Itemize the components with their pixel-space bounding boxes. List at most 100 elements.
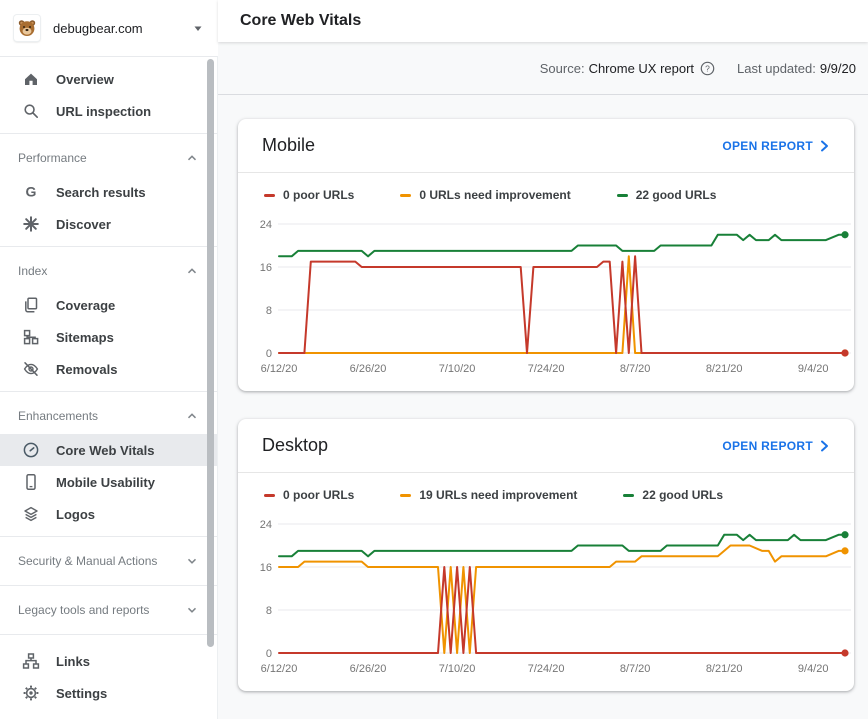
card-title: Mobile: [262, 135, 316, 155]
sidebar-item-label: Removals: [56, 361, 118, 377]
svg-text:0: 0: [266, 348, 272, 360]
top-bar: Core Web Vitals: [218, 0, 868, 42]
chevron-down-icon: [187, 558, 197, 564]
legend-label: 22 good URLs: [642, 488, 724, 502]
sidebar-item-core-web-vitals[interactable]: Core Web Vitals: [0, 434, 217, 466]
sidebar-item-logos[interactable]: Logos: [0, 498, 217, 530]
sidebar-item-removals[interactable]: Removals: [0, 353, 217, 385]
legend-label: 22 good URLs: [635, 188, 717, 202]
main-content: Core Web Vitals Source: Chrome UX report…: [218, 0, 868, 719]
bear-icon: [18, 20, 36, 36]
nav-group-security: Security & Manual Actions: [0, 537, 217, 586]
nav-group-top: Overview URL inspection: [0, 57, 217, 134]
section-security-manual-actions[interactable]: Security & Manual Actions: [0, 543, 217, 579]
nav-group-performance: Performance G Search results Discover: [0, 134, 217, 247]
sidebar-item-label: Mobile Usability: [56, 474, 155, 490]
svg-text:8/7/20: 8/7/20: [620, 363, 651, 375]
search-icon: [22, 102, 40, 120]
sidebar-item-label: Logos: [56, 506, 95, 522]
nav-group-index: Index Coverage Sitemaps: [0, 247, 217, 392]
section-legacy-tools[interactable]: Legacy tools and reports: [0, 592, 217, 628]
mobile-card-header: Mobile OPEN REPORT: [238, 119, 854, 173]
chevron-up-icon: [187, 268, 197, 274]
sidebar-item-overview[interactable]: Overview: [0, 63, 217, 95]
legend-label: 19 URLs need improvement: [419, 488, 578, 502]
svg-text:0: 0: [266, 648, 272, 660]
section-title: Index: [18, 264, 48, 278]
legend-label: 0 poor URLs: [283, 188, 355, 202]
sidebar-item-label: Discover: [56, 216, 111, 232]
help-icon[interactable]: ?: [700, 61, 715, 76]
property-name: debugbear.com: [53, 20, 143, 36]
mobile-card: Mobile OPEN REPORT 0 poor URLs 0 URLs ne…: [238, 119, 854, 391]
legend-dash-poor: [264, 493, 275, 497]
eye-off-icon: [22, 360, 40, 378]
open-report-button[interactable]: OPEN REPORT: [722, 139, 830, 153]
section-title: Performance: [18, 151, 87, 165]
svg-text:8/21/20: 8/21/20: [706, 363, 743, 375]
mobile-chart[interactable]: 0 8 16 24 6/12/20 6/26/20 7/10/20 7/24/20 8/7/20…: [238, 204, 854, 391]
legend-dash-improve: [400, 493, 412, 497]
phone-icon: [22, 473, 40, 491]
sidebar-item-links[interactable]: Links: [0, 645, 217, 677]
cards-area: Mobile OPEN REPORT 0 poor URLs 0 URLs ne…: [218, 95, 868, 719]
sidebar-item-coverage[interactable]: Coverage: [0, 289, 217, 321]
section-index[interactable]: Index: [0, 253, 217, 289]
svg-text:7/24/20: 7/24/20: [528, 663, 565, 675]
nav-group-enhancements: Enhancements Core Web Vitals Mobile Usab…: [0, 392, 217, 537]
svg-text:16: 16: [260, 562, 272, 574]
svg-text:24: 24: [260, 219, 272, 231]
section-enhancements[interactable]: Enhancements: [0, 398, 217, 434]
sidebar-scrollbar[interactable]: [207, 59, 214, 647]
layers-icon: [22, 505, 40, 523]
svg-text:7/10/20: 7/10/20: [439, 363, 476, 375]
spark-icon: [22, 215, 40, 233]
sidebar-item-search-results[interactable]: G Search results: [0, 176, 217, 208]
pages-icon: [22, 296, 40, 314]
updated-value: 9/9/20: [819, 60, 856, 76]
section-performance[interactable]: Performance: [0, 140, 217, 176]
chevron-up-icon: [187, 155, 197, 161]
open-report-label: OPEN REPORT: [722, 438, 813, 453]
desktop-card: Desktop OPEN REPORT 0 poor URLs 19 URLs …: [238, 419, 854, 691]
sidebar-item-label: Core Web Vitals: [56, 442, 155, 458]
page-title: Core Web Vitals: [240, 12, 362, 29]
desktop-card-header: Desktop OPEN REPORT: [238, 419, 854, 473]
updated-label: Last updated:: [737, 60, 816, 76]
card-title: Desktop: [262, 435, 329, 455]
property-logo: [14, 15, 40, 41]
property-selector[interactable]: debugbear.com: [0, 0, 218, 56]
svg-text:?: ?: [705, 63, 710, 73]
svg-text:8/7/20: 8/7/20: [620, 663, 651, 675]
desktop-chart[interactable]: 0 8 16 24 6/12/20 6/26/20 7/10/20 7/24/20 8/7/20…: [238, 504, 854, 691]
legend-dash-good: [623, 493, 635, 497]
legend-item-improve: 0 URLs need improvement: [400, 188, 571, 202]
nav-group-bottom: Links Settings Submit feedback: [0, 635, 217, 719]
section-title: Enhancements: [18, 409, 99, 423]
svg-text:16: 16: [260, 262, 272, 274]
svg-text:6/12/20: 6/12/20: [261, 363, 298, 375]
google-g-icon: G: [22, 183, 40, 201]
svg-text:24: 24: [260, 519, 272, 531]
sidebar-item-label: Sitemaps: [56, 329, 114, 345]
sidebar-item-discover[interactable]: Discover: [0, 208, 217, 240]
sidebar-item-sitemaps[interactable]: Sitemaps: [0, 321, 217, 353]
sidebar-nav: Overview URL inspection Performance G: [0, 56, 218, 719]
open-report-label: OPEN REPORT: [722, 138, 813, 153]
sidebar-item-url-inspection[interactable]: URL inspection: [0, 95, 217, 127]
desktop-legend: 0 poor URLs 19 URLs need improvement 22 …: [238, 473, 854, 504]
legend-item-improve: 19 URLs need improvement: [400, 488, 577, 502]
sidebar-item-label: Overview: [56, 71, 114, 87]
sidebar-item-settings[interactable]: Settings: [0, 677, 217, 709]
svg-text:9/4/20: 9/4/20: [798, 363, 829, 375]
tree-icon: [22, 328, 40, 346]
source-value: Chrome UX report: [588, 60, 695, 76]
org-chart-icon: [22, 652, 40, 670]
sidebar-item-mobile-usability[interactable]: Mobile Usability: [0, 466, 217, 498]
svg-text:8: 8: [266, 605, 272, 617]
open-report-button[interactable]: OPEN REPORT: [722, 439, 830, 453]
nav-group-legacy: Legacy tools and reports: [0, 586, 217, 635]
sidebar-item-label: URL inspection: [56, 103, 152, 119]
svg-text:6/12/20: 6/12/20: [261, 663, 298, 675]
